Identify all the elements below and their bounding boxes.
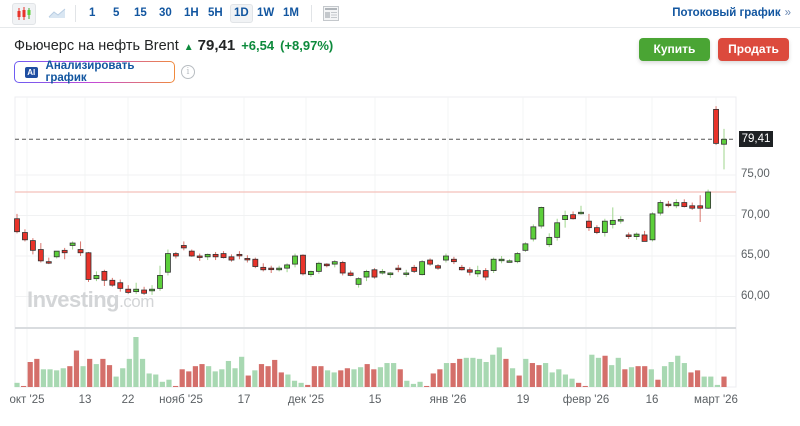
- date-tick-label: нояб '25: [159, 394, 203, 406]
- investing-watermark: Investing.com: [27, 287, 154, 312]
- toolbar-divider: [311, 5, 312, 22]
- streaming-chart-link[interactable]: Потоковый график»: [672, 7, 791, 19]
- timeframe-1h[interactable]: 1H: [184, 7, 199, 19]
- analyze-chart-label: Анализировать график: [45, 60, 135, 84]
- up-arrow-icon: ▲: [183, 42, 194, 53]
- date-tick-label: окт '25: [9, 394, 45, 406]
- date-tick-label: дек '25: [287, 394, 325, 406]
- instrument-header: Фьючерс на нефть Brent ▲ 79,41 +6,54 (+8…: [14, 37, 333, 54]
- chart-toolbar: 1 5 15 30 1H 5H 1D 1W 1M Потоковый графи…: [0, 0, 800, 28]
- date-tick-label: 22: [121, 394, 135, 406]
- price-change-percent: (+8,97%): [280, 38, 334, 53]
- ai-icon: AI: [25, 66, 38, 78]
- instrument-name: Фьючерс на нефть Brent: [14, 38, 179, 54]
- timeframe-5[interactable]: 5: [113, 7, 120, 19]
- price-tick-label: 75,00: [741, 168, 770, 180]
- timeframe-15[interactable]: 15: [134, 7, 147, 19]
- candlestick-icon: [17, 7, 31, 20]
- analyze-chart-button[interactable]: AI Анализировать график: [14, 60, 175, 84]
- date-tick-label: янв '26: [429, 394, 467, 406]
- streaming-chart-label: Потоковый график: [672, 7, 781, 19]
- area-chart-button[interactable]: [46, 3, 68, 23]
- area-chart-icon: [48, 8, 66, 18]
- double-chevron-right-icon: »: [784, 7, 791, 19]
- date-tick-label: февр '26: [562, 394, 610, 406]
- date-tick-label: 15: [368, 394, 382, 406]
- price-tick-label: 65,00: [741, 249, 770, 261]
- layout-button[interactable]: [320, 3, 342, 23]
- date-tick-label: март '26: [694, 394, 738, 406]
- price-tick-label: 60,00: [741, 289, 770, 302]
- timeframe-1d[interactable]: 1D: [230, 4, 253, 23]
- last-price-marker: 79,41: [739, 131, 773, 147]
- info-icon[interactable]: i: [181, 65, 195, 79]
- timeframe-1m[interactable]: 1M: [283, 7, 299, 19]
- date-tick-label: 19: [516, 394, 530, 406]
- toolbar-divider: [75, 5, 76, 22]
- sell-button[interactable]: Продать: [718, 38, 789, 61]
- candlestick-chart-button[interactable]: [12, 3, 36, 25]
- last-price: 79,41: [197, 37, 236, 54]
- price-tick-label: 70,00: [741, 208, 770, 221]
- buy-button[interactable]: Купить: [639, 38, 710, 61]
- price-change: +6,54: [241, 38, 275, 53]
- date-tick-label: 17: [237, 394, 251, 406]
- timeframe-1[interactable]: 1: [89, 7, 96, 19]
- date-tick-label: 13: [78, 394, 92, 406]
- timeframe-1w[interactable]: 1W: [257, 7, 275, 19]
- timeframe-30[interactable]: 30: [159, 7, 172, 19]
- timeframe-5h[interactable]: 5H: [208, 7, 223, 19]
- date-tick-label: 16: [645, 394, 659, 406]
- layout-icon: [323, 5, 339, 21]
